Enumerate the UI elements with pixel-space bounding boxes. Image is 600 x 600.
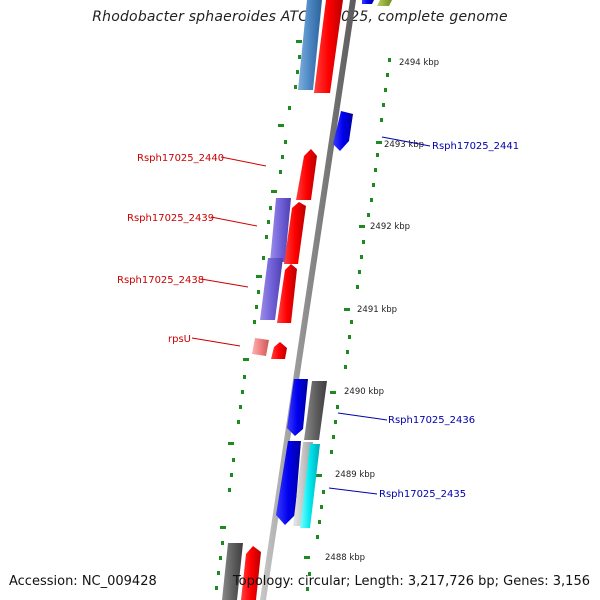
gene-feature-olive-top[interactable] [377,0,392,6]
gene-feature-gray-bottom[interactable] [222,543,243,600]
gene-label-rsph2439[interactable]: Rsph17025_2439 [127,213,214,224]
gene-feature-blue-top[interactable] [362,0,374,4]
tick-label-2494: 2494 kbp [399,58,439,68]
gene-feature-rsph2441[interactable] [333,111,353,151]
gene-feature-red-top[interactable] [314,0,343,93]
accession-text: Accession: NC_009428 [9,574,157,589]
tick-label-2489: 2489 kbp [335,470,375,480]
gene-feature-rsph2438-purple[interactable] [260,258,283,320]
tick-label-2492: 2492 kbp [370,222,410,232]
gene-feature-rsph2439-purple[interactable] [270,198,291,262]
tick-label-2493: 2493 kbp [384,140,424,150]
gene-feature-red-bottom[interactable] [241,546,261,600]
label-leader-lines [191,136,431,495]
gene-feature-rsph2440[interactable] [296,149,317,200]
kbp-tick-labels: 2494 kbp 2493 kbp 2492 kbp 2491 kbp 2490… [325,58,439,563]
gene-label-rsph2435[interactable]: Rsph17025_2435 [379,489,466,500]
genome-summary-text: Topology: circular; Length: 3,217,726 bp… [232,574,590,589]
gene-feature-rsph2435[interactable] [300,444,320,528]
gene-feature-rsph2439[interactable] [284,202,306,264]
tick-label-2491: 2491 kbp [357,305,397,315]
gene-feature-rsph2438[interactable] [277,264,297,323]
gene-feature-steel-top[interactable] [298,0,322,90]
map-title: Rhodobacter sphaeroides ATCC 17025, comp… [92,9,508,25]
tick-label-2490: 2490 kbp [344,387,384,397]
gene-feature-rsph2435-blue[interactable] [276,441,301,525]
tick-dashes-outer [304,58,391,591]
gene-label-rpsu[interactable]: rpsU [168,334,191,345]
gene-feature-rsph2436-gray[interactable] [304,381,327,440]
gene-label-rsph2441[interactable]: Rsph17025_2441 [432,141,519,152]
tick-dashes-inner [215,40,302,590]
gene-label-rsph2440[interactable]: Rsph17025_2440 [137,153,224,164]
gene-label-rsph2438[interactable]: Rsph17025_2438 [117,275,204,286]
genome-backbone [260,0,356,600]
gene-feature-rsph2436[interactable] [287,379,308,436]
tick-label-2488: 2488 kbp [325,553,365,563]
gene-label-rsph2436[interactable]: Rsph17025_2436 [388,415,475,426]
gene-feature-rpsu[interactable] [271,342,287,359]
gene-feature-rpsu-pink[interactable] [252,338,269,356]
